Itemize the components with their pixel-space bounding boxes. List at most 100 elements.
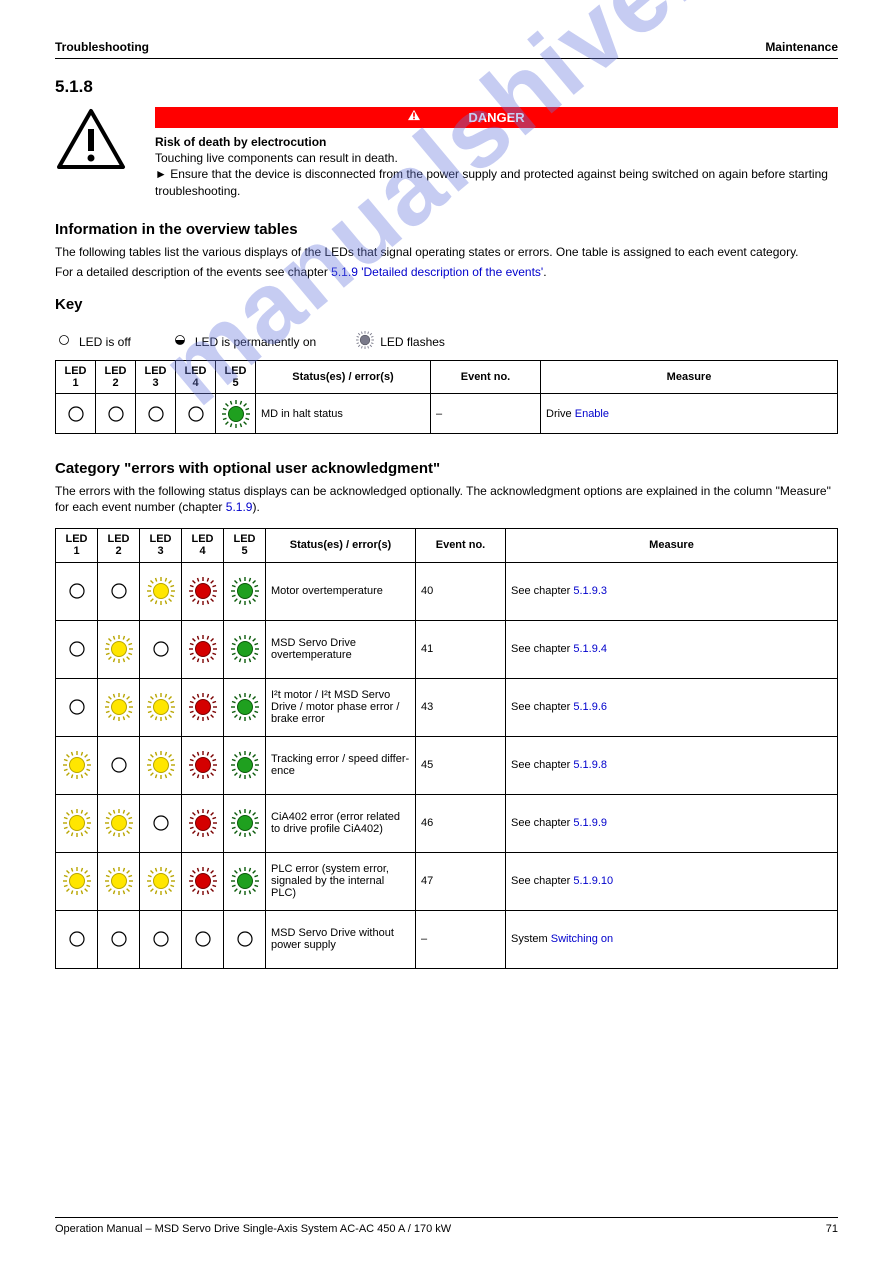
led-yellow-flash-icon [140,577,181,605]
led-off-icon [56,400,95,428]
led-yellow-flash-icon [98,635,139,663]
t2-r3-led-5 [224,736,266,794]
t2-r2-led-5 [224,678,266,736]
t2-r0-led-4 [182,562,224,620]
led-green-flash-icon [216,400,255,428]
led-yellow-flash-icon [98,809,139,837]
t2-r1-led-4 [182,620,224,678]
t1-status: MD in halt status [256,394,431,434]
led-red-flash-icon [182,693,223,721]
led-off-icon [224,925,265,953]
t2-h1: LED 1 [56,528,98,562]
led-off-icon [140,635,181,663]
led-off-icon [136,400,175,428]
key-heading: Key [55,296,838,313]
t2-r1-led-3 [140,620,182,678]
t2-r3-status: Tracking error / speed differ­ence [266,736,416,794]
t2-r2-measure-link[interactable]: 5.1.9.6 [573,701,607,713]
cat-para-link[interactable]: 5.1.9 [226,500,253,514]
led-off-icon [55,331,73,352]
header-right: Maintenance [765,40,838,54]
t2-r4-led-1 [56,794,98,852]
led-red-flash-icon [182,751,223,779]
led-red-flash-icon [182,577,223,605]
t2-h8: Measure [506,528,838,562]
t1-h7: Event no. [431,361,541,394]
t2-h4: LED 4 [182,528,224,562]
t1-h1: LED 1 [56,361,96,394]
t2-r3-measure-link[interactable]: 5.1.9.8 [573,759,607,771]
t2-r6-measure: System Switching on [506,910,838,968]
t2-h3: LED 3 [140,528,182,562]
t2-h5: LED 5 [224,528,266,562]
t2-r2-measure: See chapter 5.1.9.6 [506,678,838,736]
led-off-icon [98,751,139,779]
t2-r4-led-5 [224,794,266,852]
t2-r4-event: 46 [416,794,506,852]
t2-r1-led-5 [224,620,266,678]
t2-r5-led-5 [224,852,266,910]
t2-r4-led-4 [182,794,224,852]
t2-r5-event: 47 [416,852,506,910]
t2-r2-led-2 [98,678,140,736]
t2-r2-led-4 [182,678,224,736]
t2-r2-status: I²t motor / I²t MSD Servo Drive / motor … [266,678,416,736]
led-yellow-flash-icon [140,693,181,721]
t2-r4-status: CiA402 error (error related to drive pro… [266,794,416,852]
t2-r1-measure: See chapter 5.1.9.4 [506,620,838,678]
t1-h3: LED 3 [136,361,176,394]
t2-r3-led-2 [98,736,140,794]
led-green-flash-icon [224,867,265,895]
led-yellow-flash-icon [98,693,139,721]
danger-bar: DANGER [155,107,838,128]
led-yellow-flash-icon [140,751,181,779]
t2-r1-led-1 [56,620,98,678]
t1-h2: LED 2 [96,361,136,394]
led-red-flash-icon [182,635,223,663]
t2-r0-led-5 [224,562,266,620]
t2-h6: Status(es) / error(s) [266,528,416,562]
info-para-1: The following tables list the various di… [55,244,838,260]
status-table-2: LED 1 LED 2 LED 3 LED 4 LED 5 Status(es)… [55,528,838,969]
t2-r0-measure: See chapter 5.1.9.3 [506,562,838,620]
t2-r3-measure: See chapter 5.1.9.8 [506,736,838,794]
t2-r5-measure: See chapter 5.1.9.10 [506,852,838,910]
t2-r1-status: MSD Servo Drive overtempera­ture [266,620,416,678]
info-para-2-link[interactable]: 5.1.9 'Detailed description of the event… [331,265,543,279]
t2-r6-event: – [416,910,506,968]
t2-r6-led-3 [140,910,182,968]
category-heading: Category "errors with optional user ackn… [55,460,838,477]
t1-led-1 [56,394,96,434]
danger-bar-label: DANGER [468,110,524,125]
t2-r3-led-1 [56,736,98,794]
t2-r4-measure-link[interactable]: 5.1.9.9 [573,817,607,829]
t2-r1-led-2 [98,620,140,678]
t2-r0-measure-link[interactable]: 5.1.9.3 [573,585,607,597]
led-off-icon [182,925,223,953]
led-yellow-flash-icon [56,809,97,837]
t2-r5-measure-link[interactable]: 5.1.9.10 [573,875,613,887]
footer-right: 71 [826,1223,838,1235]
led-green-flash-icon [224,693,265,721]
t2-r3-led-3 [140,736,182,794]
led-red-flash-icon [182,809,223,837]
t2-r6-led-2 [98,910,140,968]
t1-led-5 [216,394,256,434]
header-left: Troubleshooting [55,40,149,54]
info-heading: Information in the overview tables [55,221,838,238]
status-table-1: LED 1 LED 2 LED 3 LED 4 LED 5 Status(es)… [55,360,838,434]
led-yellow-flash-icon [56,751,97,779]
t2-r1-measure-link[interactable]: 5.1.9.4 [573,643,607,655]
led-red-flash-icon [182,867,223,895]
led-flash-icon [356,331,374,352]
t1-measure-link[interactable]: Enable [575,408,609,420]
warning-triangle-icon [55,107,127,174]
t2-r4-led-2 [98,794,140,852]
led-off-icon [98,577,139,605]
led-on-icon [171,331,189,352]
t1-h4: LED 4 [176,361,216,394]
led-off-icon [96,400,135,428]
led-green-flash-icon [224,751,265,779]
t2-r6-measure-link[interactable]: Switching on [551,933,613,945]
led-off-icon [140,925,181,953]
